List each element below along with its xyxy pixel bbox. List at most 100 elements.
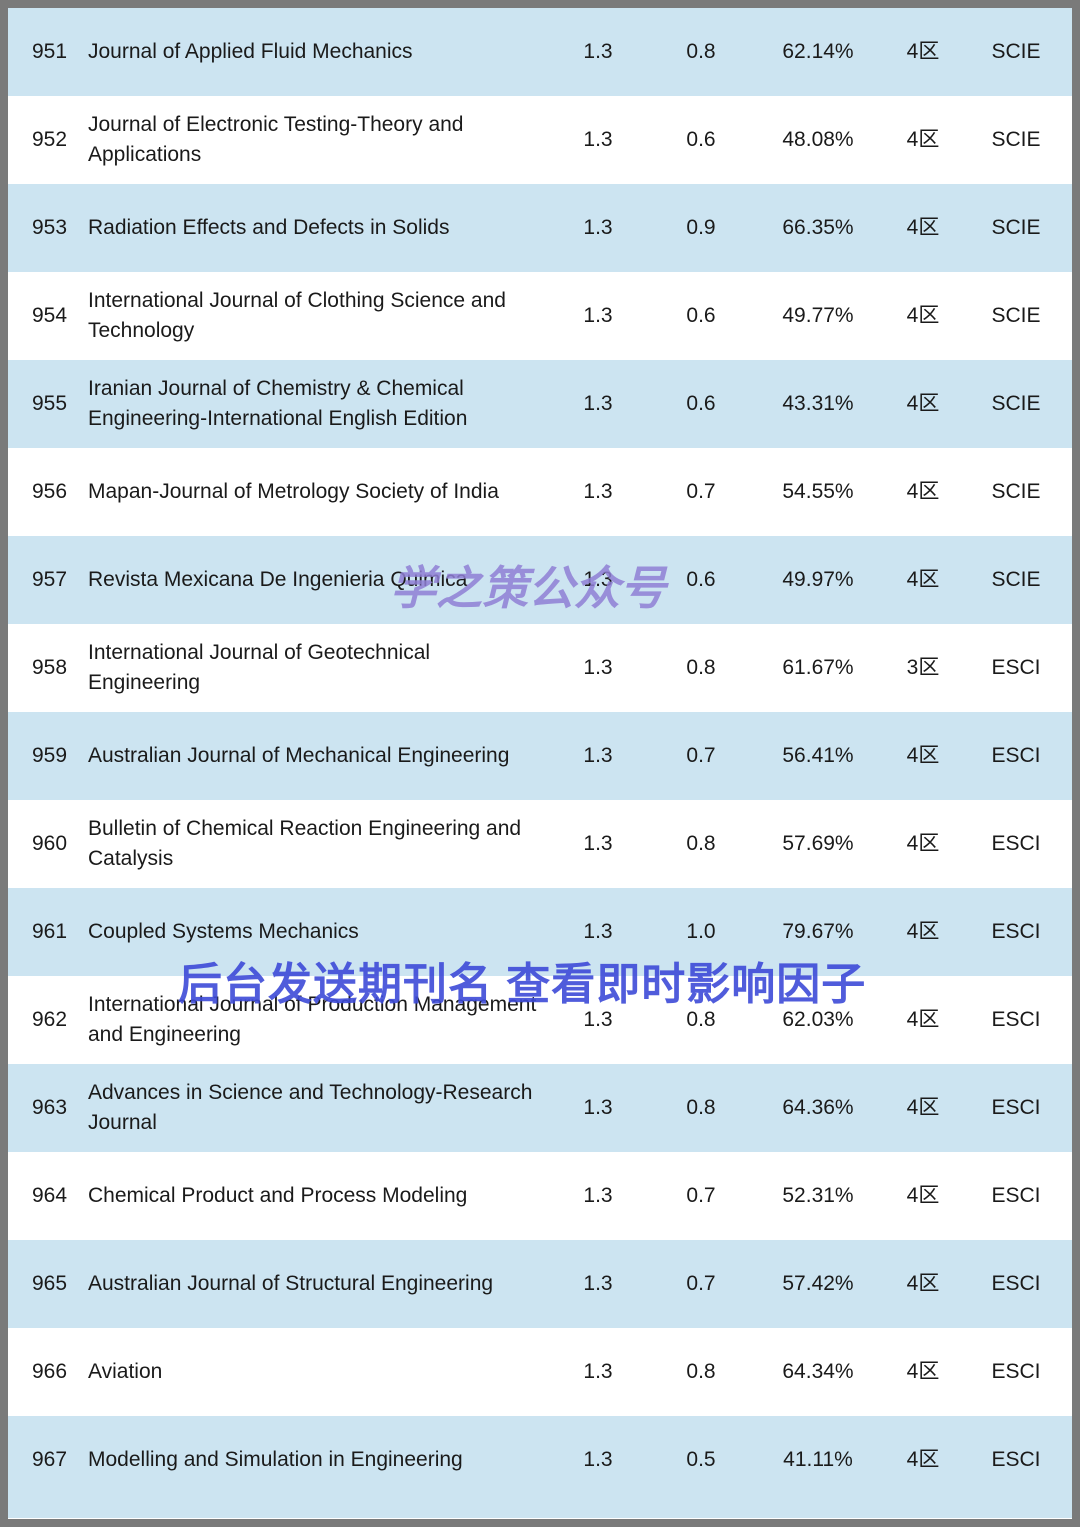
impact-factor-cell: 1.3 bbox=[583, 216, 613, 239]
impact-factor-cell: 1.3 bbox=[583, 1008, 613, 1031]
impact-factor-cell: 1.3 bbox=[583, 744, 613, 767]
quartile-cell: 4区 bbox=[906, 128, 940, 151]
journal-table: 951 Journal of Applied Fluid Mechanics 1.3… bbox=[8, 8, 1072, 1519]
impact-factor-cell: 1.3 bbox=[583, 568, 613, 591]
impact-factor-cell: 1.3 bbox=[583, 1184, 613, 1207]
percent-cell: 64.36% bbox=[782, 1096, 854, 1119]
impact-factor-cell: 1.3 bbox=[583, 304, 613, 327]
metric-cell: 0.6 bbox=[686, 392, 716, 415]
percent-cell: 48.08% bbox=[782, 128, 854, 151]
journal-name-cell: Iranian Journal of Chemistry & Chemical … bbox=[88, 377, 468, 430]
journal-name-cell: Advances in Science and Technology-Resea… bbox=[88, 1081, 533, 1134]
table-row: 951 Journal of Applied Fluid Mechanics 1.3… bbox=[8, 8, 1072, 96]
index-cell: ESCI bbox=[991, 1008, 1041, 1031]
journal-name-cell: Aviation bbox=[88, 1360, 163, 1383]
journal-name-cell: Journal of Applied Fluid Mechanics bbox=[88, 40, 413, 63]
index-cell: SCIE bbox=[991, 480, 1041, 503]
rank-cell: 960 bbox=[32, 832, 68, 855]
table-row: 960 Bulletin of Chemical Reaction Enginee… bbox=[8, 800, 1072, 888]
percent-cell: 79.67% bbox=[782, 920, 854, 943]
index-cell: ESCI bbox=[991, 920, 1041, 943]
rank-cell: 965 bbox=[32, 1272, 68, 1295]
rank-cell: 957 bbox=[32, 568, 68, 591]
index-cell: ESCI bbox=[991, 1360, 1041, 1383]
journal-name-cell: Bulletin of Chemical Reaction Engineerin… bbox=[88, 817, 522, 870]
quartile-cell: 4区 bbox=[906, 304, 940, 327]
rank-cell: 963 bbox=[32, 1096, 68, 1119]
table-row: 959 Australian Journal of Mechanical Engi… bbox=[8, 712, 1072, 800]
rank-cell: 962 bbox=[32, 1008, 68, 1031]
metric-cell: 1.0 bbox=[686, 920, 716, 943]
percent-cell: 57.42% bbox=[782, 1272, 854, 1295]
percent-cell: 41.11% bbox=[783, 1448, 853, 1471]
table-row: 954 International Journal of Clothing Sci… bbox=[8, 272, 1072, 360]
journal-name-cell: International Journal of Geotechnical En… bbox=[88, 641, 431, 694]
journal-name-cell: Radiation Effects and Defects in Solids bbox=[88, 216, 450, 239]
impact-factor-cell: 1.3 bbox=[583, 920, 613, 943]
metric-cell: 0.8 bbox=[686, 1360, 716, 1383]
rank-cell: 951 bbox=[32, 40, 68, 63]
impact-factor-cell: 1.3 bbox=[583, 832, 613, 855]
quartile-cell: 4区 bbox=[906, 920, 940, 943]
table-row: 963 Advances in Science and Technology-Re… bbox=[8, 1064, 1072, 1152]
percent-cell: 49.77% bbox=[782, 304, 854, 327]
rank-cell: 954 bbox=[32, 304, 68, 327]
quartile-cell: 4区 bbox=[906, 40, 940, 63]
quartile-cell: 4区 bbox=[906, 1096, 940, 1119]
quartile-cell: 4区 bbox=[906, 744, 940, 767]
journal-name-cell: International Journal of Clothing Scienc… bbox=[88, 289, 506, 342]
quartile-cell: 4区 bbox=[906, 216, 940, 239]
quartile-cell: 4区 bbox=[906, 480, 940, 503]
metric-cell: 0.6 bbox=[686, 128, 716, 151]
quartile-cell: 4区 bbox=[906, 1008, 940, 1031]
index-cell: SCIE bbox=[991, 568, 1041, 591]
quartile-cell: 3区 bbox=[906, 656, 940, 679]
table-row: 966 Aviation 1.3 0.8 64.34% 4区 ESCI bbox=[8, 1328, 1072, 1416]
table-row: 957 Revista Mexicana De Ingenieria Quimic… bbox=[8, 536, 1072, 624]
index-cell: ESCI bbox=[991, 1184, 1041, 1207]
metric-cell: 0.8 bbox=[686, 1096, 716, 1119]
table-row: 953 Radiation Effects and Defects in Soli… bbox=[8, 184, 1072, 272]
percent-cell: 52.31% bbox=[782, 1184, 854, 1207]
journal-name-cell: Mapan-Journal of Metrology Society of In… bbox=[88, 480, 499, 503]
table-row: 958 International Journal of Geotechnical… bbox=[8, 624, 1072, 712]
index-cell: SCIE bbox=[991, 40, 1041, 63]
journal-name-cell: Modelling and Simulation in Engineering bbox=[88, 1448, 463, 1471]
rank-cell: 952 bbox=[32, 128, 68, 151]
index-cell: ESCI bbox=[991, 656, 1041, 679]
percent-cell: 54.55% bbox=[782, 480, 854, 503]
percent-cell: 61.67% bbox=[782, 656, 854, 679]
impact-factor-cell: 1.3 bbox=[583, 1360, 613, 1383]
percent-cell: 66.35% bbox=[782, 216, 854, 239]
percent-cell: 57.69% bbox=[782, 832, 854, 855]
metric-cell: 0.7 bbox=[686, 480, 716, 503]
percent-cell: 49.97% bbox=[782, 568, 854, 591]
metric-cell: 0.7 bbox=[686, 1184, 716, 1207]
journal-name-cell: Coupled Systems Mechanics bbox=[88, 920, 359, 943]
journal-name-cell: Australian Journal of Structural Enginee… bbox=[88, 1272, 494, 1295]
quartile-cell: 4区 bbox=[906, 832, 940, 855]
metric-cell: 0.6 bbox=[686, 304, 716, 327]
impact-factor-cell: 1.3 bbox=[583, 392, 613, 415]
rank-cell: 961 bbox=[32, 920, 68, 943]
metric-cell: 0.6 bbox=[686, 568, 716, 591]
impact-factor-cell: 1.3 bbox=[583, 1272, 613, 1295]
percent-cell: 56.41% bbox=[782, 744, 854, 767]
index-cell: ESCI bbox=[991, 1448, 1041, 1471]
journal-name-cell: Chemical Product and Process Modeling bbox=[88, 1184, 468, 1207]
impact-factor-cell: 1.3 bbox=[583, 480, 613, 503]
metric-cell: 0.8 bbox=[686, 1008, 716, 1031]
rank-cell: 958 bbox=[32, 656, 68, 679]
metric-cell: 0.9 bbox=[686, 216, 716, 239]
quartile-cell: 4区 bbox=[906, 1360, 940, 1383]
percent-cell: 43.31% bbox=[782, 392, 854, 415]
index-cell: ESCI bbox=[991, 744, 1041, 767]
index-cell: ESCI bbox=[991, 1096, 1041, 1119]
table-row: 952 Journal of Electronic Testing-Theory … bbox=[8, 96, 1072, 184]
index-cell: SCIE bbox=[991, 392, 1041, 415]
table-row: 964 Chemical Product and Process Modeling… bbox=[8, 1152, 1072, 1240]
quartile-cell: 4区 bbox=[906, 392, 940, 415]
impact-factor-cell: 1.3 bbox=[583, 1448, 613, 1471]
impact-factor-cell: 1.3 bbox=[583, 128, 613, 151]
index-cell: ESCI bbox=[991, 832, 1041, 855]
